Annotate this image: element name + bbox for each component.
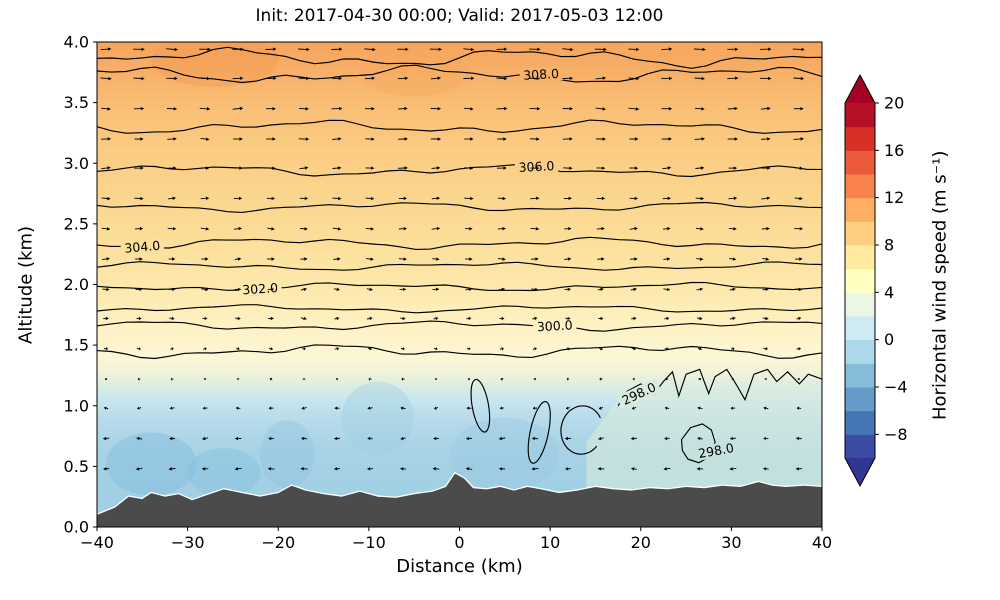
colorbar-tick-label: −4 bbox=[884, 378, 908, 397]
wind-vectors bbox=[100, 47, 805, 471]
x-tick-label: 30 bbox=[721, 533, 741, 552]
y-tick-label: 4.0 bbox=[64, 33, 89, 52]
x-tick-label: −20 bbox=[261, 533, 295, 552]
x-tick-label: 0 bbox=[454, 533, 464, 552]
svg-text:298.0: 298.0 bbox=[697, 440, 735, 461]
colorbar-tick-label: 16 bbox=[884, 141, 904, 160]
terrain bbox=[97, 471, 822, 527]
colorbar-tick-label: 20 bbox=[884, 94, 904, 113]
colorbar-tick-label: −8 bbox=[884, 425, 908, 444]
svg-text:304.0: 304.0 bbox=[124, 238, 161, 256]
svg-text:308.0: 308.0 bbox=[523, 66, 560, 83]
colorbar-tick-label: 0 bbox=[884, 330, 894, 349]
x-tick-label: −10 bbox=[352, 533, 386, 552]
contour-label: 306.0 bbox=[514, 158, 559, 175]
contour-label: 300.0 bbox=[532, 317, 577, 334]
plot-title: Init: 2017-04-30 00:00; Valid: 2017-05-0… bbox=[255, 6, 664, 26]
y-tick-label: 2.0 bbox=[64, 275, 89, 294]
x-tick-label: 20 bbox=[631, 533, 651, 552]
colorbar: 20 16 12 8 4 0 −4 −8 bbox=[844, 73, 908, 488]
y-tick-label: 2.5 bbox=[64, 214, 89, 233]
contour-label: 298.0 bbox=[693, 439, 739, 462]
y-tick-label: 1.5 bbox=[64, 336, 89, 355]
x-axis: −40 −30 −20 −10 0 10 20 30 40 bbox=[80, 527, 832, 552]
y-tick-label: 0.5 bbox=[64, 457, 89, 476]
theta-contours bbox=[97, 46, 822, 464]
x-axis-label: Distance (km) bbox=[396, 556, 523, 577]
contour-label: 304.0 bbox=[120, 238, 165, 256]
svg-text:302.0: 302.0 bbox=[242, 280, 279, 297]
y-tick-label: 3.0 bbox=[64, 154, 89, 173]
contour-label: 308.0 bbox=[519, 66, 563, 83]
y-tick-label: 1.0 bbox=[64, 396, 89, 415]
wind-speed-shading bbox=[106, 42, 822, 497]
svg-text:300.0: 300.0 bbox=[536, 317, 573, 334]
contour-label: 302.0 bbox=[238, 280, 283, 297]
colorbar-tick-label: 4 bbox=[884, 283, 894, 302]
y-axis: 0.0 0.5 1.0 1.5 2.0 2.5 3.0 3.5 4.0 bbox=[64, 33, 97, 537]
y-tick-label: 3.5 bbox=[64, 93, 89, 112]
svg-text:306.0: 306.0 bbox=[518, 158, 555, 175]
x-tick-label: 10 bbox=[540, 533, 560, 552]
x-tick-label: −40 bbox=[80, 533, 114, 552]
y-tick-label: 0.0 bbox=[64, 518, 89, 537]
x-tick-label: 40 bbox=[812, 533, 832, 552]
x-tick-label: −30 bbox=[171, 533, 205, 552]
colorbar-tick-label: 8 bbox=[884, 236, 894, 255]
colorbar-tick-label: 12 bbox=[884, 188, 904, 207]
